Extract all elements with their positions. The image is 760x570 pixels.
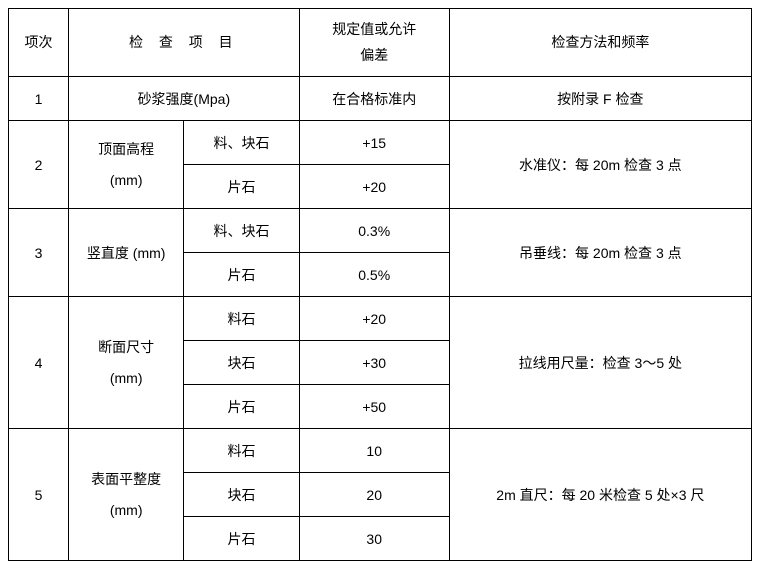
cell-method: 拉线用尺量：检查 3～5 处 (449, 297, 751, 429)
cell-method: 水准仪：每 20m 检查 3 点 (449, 121, 751, 209)
cell-item-b: 片石 (184, 517, 299, 561)
cell-item-b: 料、块石 (184, 209, 299, 253)
header-value: 规定值或允许 偏差 (299, 9, 449, 77)
cell-value: +15 (299, 121, 449, 165)
value-text: +50 (362, 399, 386, 415)
cell-method: 2m 直尺：每 20 米检查 5 处×3 尺 (449, 429, 751, 561)
cell-item-b: 块石 (184, 473, 299, 517)
table-row: 1 砂浆强度(Mpa) 在合格标准内 按附录 F 检查 (9, 77, 752, 121)
cell-item-a: 顶面高程 (mm) (68, 121, 183, 209)
cell-method: 吊垂线：每 20m 检查 3 点 (449, 209, 751, 297)
cell-item-b: 料、块石 (184, 121, 299, 165)
cell-value: 0.5% (299, 253, 449, 297)
inspection-table: 项次 检 查 项 目 规定值或允许 偏差 检查方法和频率 1 砂浆强度(Mpa)… (8, 8, 752, 561)
cell-value: 在合格标准内 (299, 77, 449, 121)
table-row: 5 表面平整度 (mm) 料石 10 2m 直尺：每 20 米检查 5 处×3 … (9, 429, 752, 473)
header-method: 检查方法和频率 (449, 9, 751, 77)
cell-item-b: 料石 (184, 297, 299, 341)
cell-value: 20 (299, 473, 449, 517)
cell-value: +20 (299, 165, 449, 209)
value-text: +20 (362, 311, 386, 327)
cell-item-b: 片石 (184, 385, 299, 429)
table-row: 2 顶面高程 (mm) 料、块石 +15 水准仪：每 20m 检查 3 点 (9, 121, 752, 165)
cell-item-b: 片石 (184, 253, 299, 297)
cell-item-b: 块石 (184, 341, 299, 385)
table-header-row: 项次 检 查 项 目 规定值或允许 偏差 检查方法和频率 (9, 9, 752, 77)
cell-item-b: 片石 (184, 165, 299, 209)
cell-idx: 4 (9, 297, 69, 429)
header-idx: 项次 (9, 9, 69, 77)
cell-value: +50 (299, 385, 449, 429)
cell-item-a: 竖直度 (mm) (68, 209, 183, 297)
cell-value: 10 (299, 429, 449, 473)
cell-value: +30 (299, 341, 449, 385)
cell-value: 0.3% (299, 209, 449, 253)
table-row: 3 竖直度 (mm) 料、块石 0.3% 吊垂线：每 20m 检查 3 点 (9, 209, 752, 253)
cell-item: 砂浆强度(Mpa) (68, 77, 299, 121)
cell-idx: 5 (9, 429, 69, 561)
value-text: +15 (362, 135, 386, 151)
value-text: +30 (362, 355, 386, 371)
cell-value: 30 (299, 517, 449, 561)
cell-item-a: 表面平整度 (mm) (68, 429, 183, 561)
cell-method: 按附录 F 检查 (449, 77, 751, 121)
cell-idx: 3 (9, 209, 69, 297)
value-text: +20 (362, 179, 386, 195)
cell-value: +20 (299, 297, 449, 341)
header-item: 检 查 项 目 (68, 9, 299, 77)
cell-item-b: 料石 (184, 429, 299, 473)
table-row: 4 断面尺寸 (mm) 料石 +20 拉线用尺量：检查 3～5 处 (9, 297, 752, 341)
cell-item-a: 断面尺寸 (mm) (68, 297, 183, 429)
cell-idx: 1 (9, 77, 69, 121)
cell-idx: 2 (9, 121, 69, 209)
